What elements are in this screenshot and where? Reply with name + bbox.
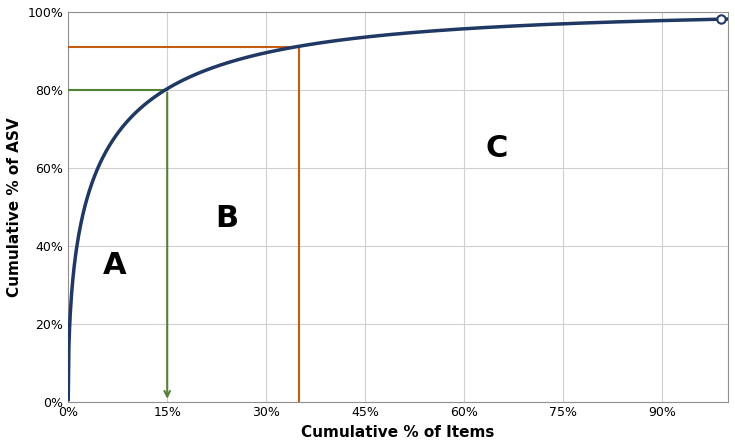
X-axis label: Cumulative % of Items: Cumulative % of Items (301, 425, 495, 440)
Text: C: C (486, 134, 509, 163)
Text: B: B (215, 204, 238, 233)
Text: A: A (103, 251, 126, 280)
Y-axis label: Cumulative % of ASV: Cumulative % of ASV (7, 117, 22, 297)
